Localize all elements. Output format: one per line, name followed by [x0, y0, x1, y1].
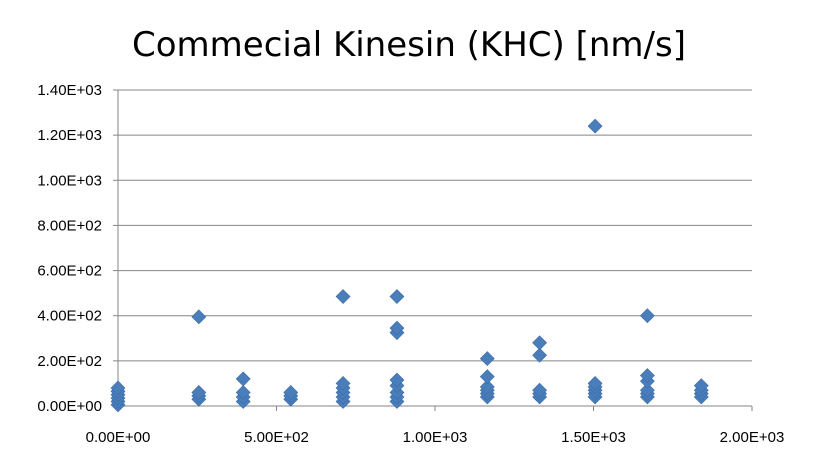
- gridlines: [118, 89, 752, 362]
- data-point: [639, 308, 655, 324]
- y-tick-labels: 0.00E+00 2.00E+02 4.00E+02 6.00E+02 8.00E+02…: [37, 82, 102, 415]
- chart-title: Commecial Kinesin (KHC) [nm/s]: [132, 25, 686, 65]
- y-tick-label: 2.00E+02: [37, 353, 102, 370]
- y-tick-label: 6.00E+02: [37, 263, 102, 280]
- x-tick-label: 2.00E+03: [720, 429, 785, 446]
- data-point: [191, 385, 207, 400]
- data-point: [639, 368, 655, 383]
- y-tick-label: 8.00E+02: [37, 217, 102, 234]
- data-point: [693, 378, 709, 394]
- data-point: [532, 335, 548, 351]
- x-tick-label: 5.00E+02: [244, 429, 309, 446]
- data-point: [532, 347, 548, 363]
- y-tick-label: 1.20E+03: [37, 127, 102, 144]
- y-tick-label: 1.40E+03: [37, 82, 102, 99]
- y-tick-label: 4.00E+02: [37, 308, 102, 325]
- x-tick-label: 0.00E+00: [86, 429, 151, 446]
- data-point: [532, 382, 548, 398]
- axes: [113, 89, 753, 411]
- x-tick-label: 1.50E+03: [561, 429, 626, 446]
- data-point: [335, 289, 351, 304]
- data-point: [191, 309, 207, 325]
- data-point: [110, 380, 126, 396]
- x-tick-label: 1.00E+03: [403, 429, 468, 446]
- data-point: [235, 385, 251, 400]
- y-tick-label: 0.00E+00: [37, 398, 102, 415]
- data-point: [335, 376, 351, 391]
- data-point: [389, 289, 405, 304]
- data-point: [479, 351, 495, 367]
- data-point: [389, 372, 405, 388]
- data-point: [479, 379, 495, 395]
- data-point: [283, 385, 299, 400]
- data-point: [587, 376, 603, 391]
- data-point: [639, 382, 655, 398]
- data-point: [587, 118, 603, 134]
- data-point: [389, 320, 405, 336]
- data-point: [235, 371, 251, 387]
- data-points: [110, 118, 709, 413]
- x-tick-labels: 0.00E+00 5.00E+02 1.00E+03 1.50E+03 2.00E+03: [86, 429, 785, 446]
- data-point: [479, 369, 495, 385]
- y-tick-label: 1.00E+03: [37, 172, 102, 189]
